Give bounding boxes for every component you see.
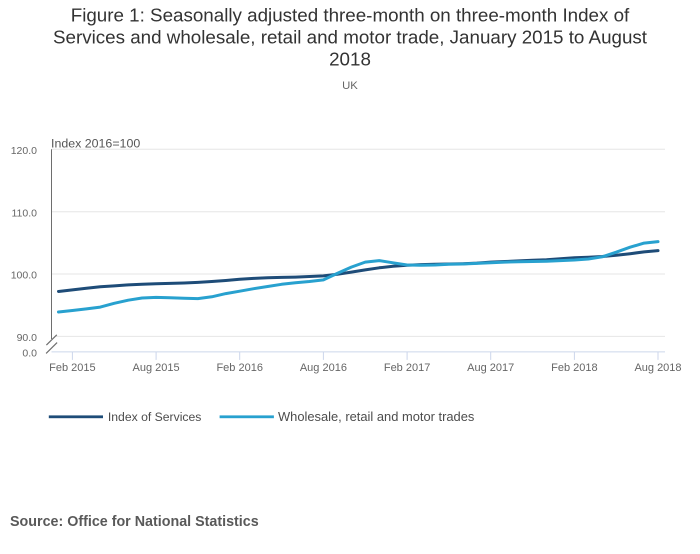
svg-text:Aug 2016: Aug 2016: [300, 362, 347, 374]
svg-text:Figure 1: Seasonally adjusted: Figure 1: Seasonally adjusted three-mont…: [71, 5, 630, 26]
svg-text:Aug 2017: Aug 2017: [467, 362, 514, 374]
svg-text:Index 2016=100: Index 2016=100: [51, 137, 140, 151]
svg-text:110.0: 110.0: [12, 207, 38, 219]
svg-text:Aug 2018: Aug 2018: [634, 362, 681, 374]
svg-text:2018: 2018: [329, 49, 371, 70]
svg-text:Feb 2016: Feb 2016: [216, 362, 262, 374]
svg-text:UK: UK: [342, 80, 358, 92]
svg-text:0.0: 0.0: [22, 347, 37, 359]
svg-text:Feb 2018: Feb 2018: [551, 362, 597, 374]
svg-text:Services and wholesale, retail: Services and wholesale, retail and motor…: [53, 27, 648, 48]
svg-text:100.0: 100.0: [11, 270, 37, 282]
svg-text:Source: Office for National St: Source: Office for National Statistics: [10, 514, 259, 530]
svg-text:Feb 2015: Feb 2015: [49, 362, 95, 374]
svg-text:Feb 2017: Feb 2017: [384, 362, 430, 374]
svg-text:Index of Services: Index of Services: [108, 410, 201, 424]
svg-text:90.0: 90.0: [17, 332, 38, 344]
svg-text:Wholesale, retail and motor tr: Wholesale, retail and motor trades: [278, 409, 474, 424]
svg-text:120.0: 120.0: [11, 145, 37, 157]
svg-text:Aug 2015: Aug 2015: [133, 362, 180, 374]
